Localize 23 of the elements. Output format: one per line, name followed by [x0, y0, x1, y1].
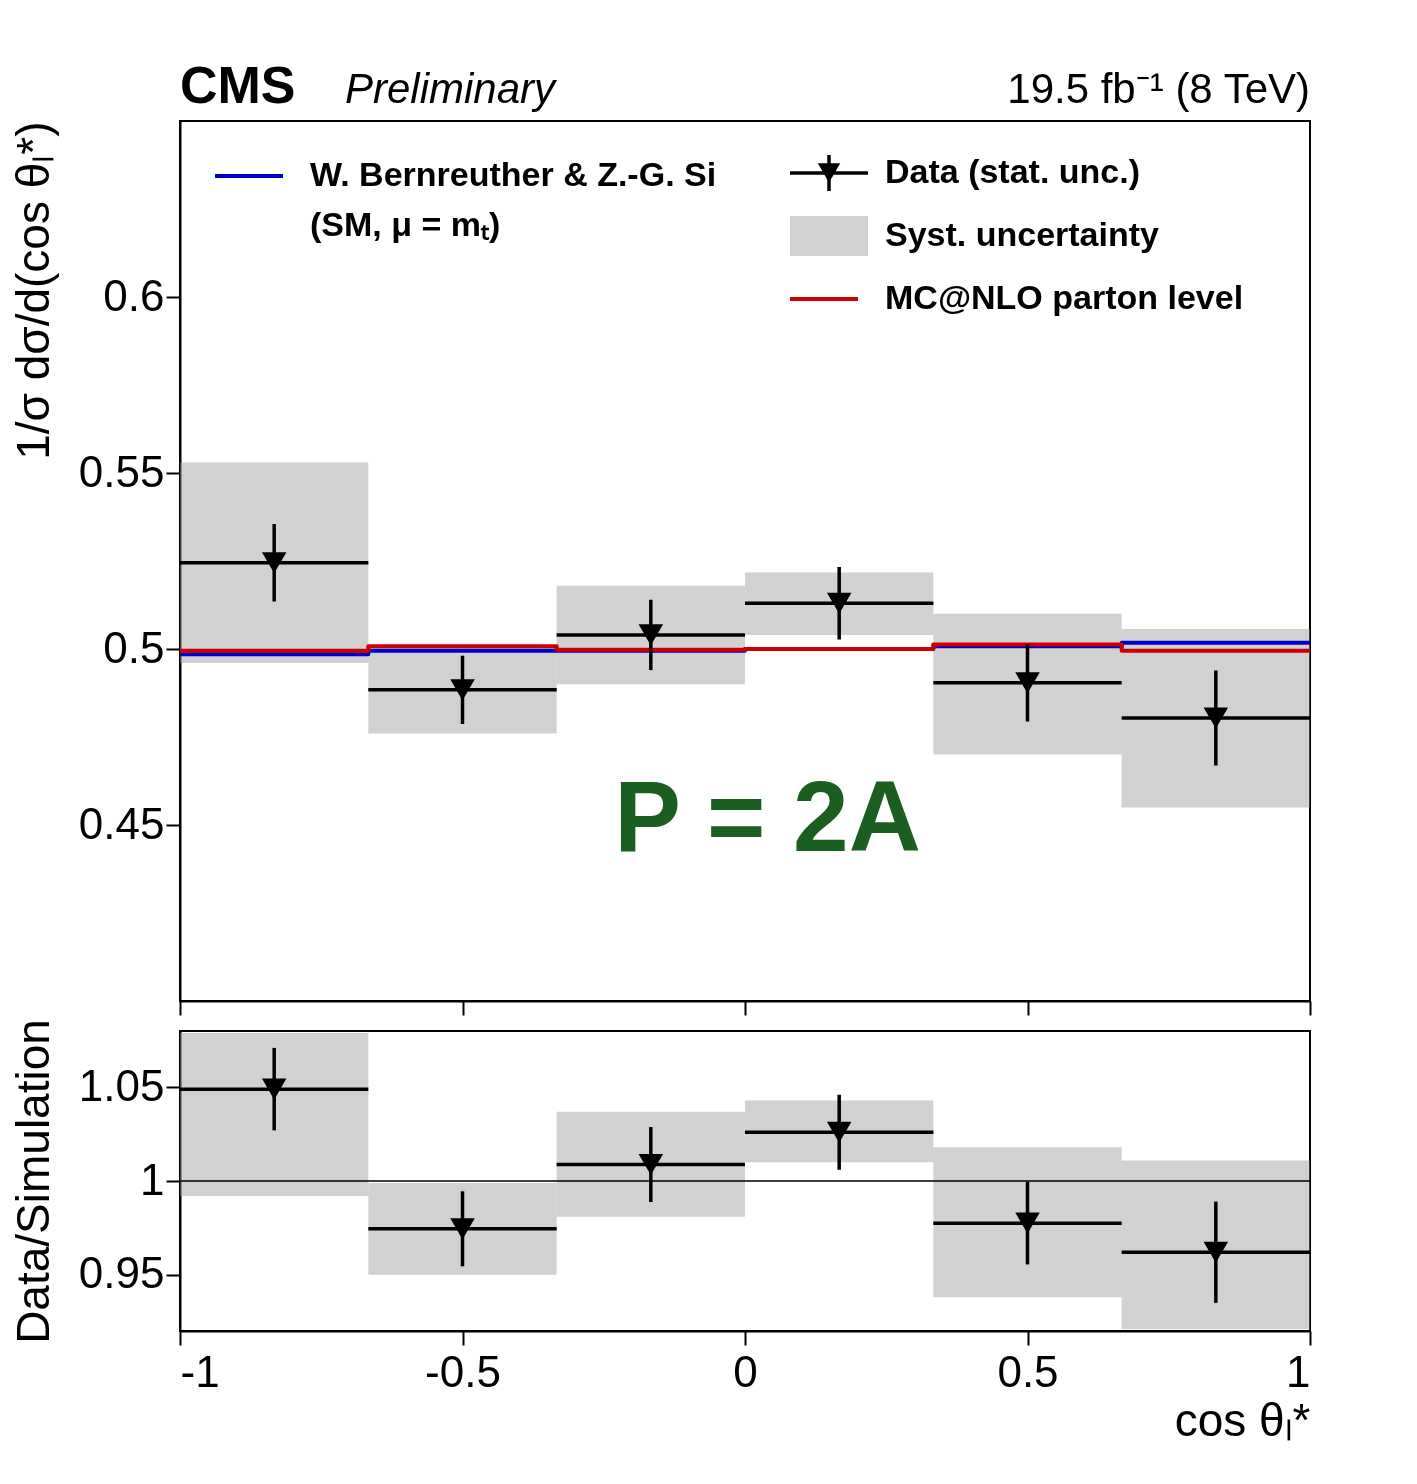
y-axis-title: 1/σ dσ/d(cos θₗ*) — [6, 121, 59, 460]
x-tick-label: -0.5 — [425, 1346, 501, 1396]
annotation: P = 2A — [614, 760, 921, 873]
text: 19.5 fb⁻¹ (8 TeV) — [1007, 65, 1310, 112]
legend-label: Syst. uncertainty — [885, 215, 1160, 253]
y-tick-label: 1.05 — [78, 1060, 165, 1110]
y-tick-label: 0.55 — [78, 446, 165, 496]
chart-subtitle: Preliminary — [345, 65, 559, 112]
legend-label: MC@NLO parton level — [885, 278, 1244, 316]
chart-title: CMS — [180, 56, 296, 114]
y-axis-title: Data/Simulation — [6, 1019, 59, 1344]
x-tick-label: 0.5 — [997, 1346, 1059, 1396]
x-axis-title: cos θₗ* — [1174, 1393, 1311, 1446]
y-tick-label: 1 — [140, 1154, 165, 1204]
x-tick-label: 0 — [733, 1346, 758, 1396]
legend-label: W. Bernreuther & Z.-G. Si (SM, μ = mₜ) — [310, 155, 717, 243]
legend-label: Data (stat. unc.) — [885, 152, 1141, 190]
y-tick-label: 0.45 — [78, 798, 165, 848]
y-tick-label: 0.6 — [103, 270, 165, 320]
x-tick-label: 1 — [1286, 1346, 1311, 1396]
y-tick-label: 0.5 — [103, 622, 165, 672]
x-tick-label: -1 — [180, 1346, 220, 1396]
y-tick-label: 0.95 — [78, 1248, 165, 1298]
